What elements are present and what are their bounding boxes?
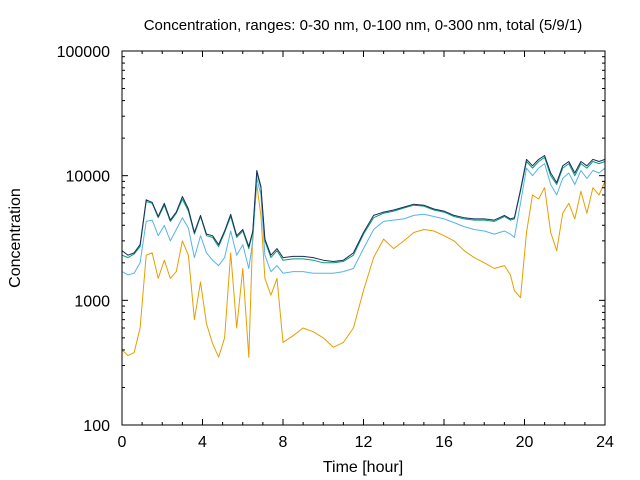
series-line-1 xyxy=(121,181,606,358)
y-axis-title: Concentration xyxy=(7,188,24,288)
y-tick-label: 100000 xyxy=(57,44,110,61)
plot-frame xyxy=(121,50,606,426)
series-layer xyxy=(121,155,606,358)
x-tick-label: 20 xyxy=(516,434,534,451)
y-tick-label: 100 xyxy=(83,418,110,435)
x-tick-label: 0 xyxy=(118,434,127,451)
x-tick-label: 12 xyxy=(355,434,373,451)
x-tick-label: 16 xyxy=(435,434,453,451)
series-line-3 xyxy=(121,156,606,264)
chart-title: Concentration, ranges: 0-30 nm, 0-100 nm… xyxy=(144,17,583,34)
x-tick-label: 24 xyxy=(596,434,614,451)
y-tick-label: 10000 xyxy=(66,169,111,186)
x-axis-title: Time [hour] xyxy=(323,459,403,476)
series-line-2 xyxy=(121,163,606,276)
series-line-4 xyxy=(121,155,606,262)
y-tick-label: 1000 xyxy=(74,293,110,310)
x-tick-label: 8 xyxy=(279,434,288,451)
x-tick-label: 4 xyxy=(198,434,207,451)
tick-layer: 0 4 8 12 16 20 24 100 1000 10000 100000 xyxy=(57,44,614,451)
